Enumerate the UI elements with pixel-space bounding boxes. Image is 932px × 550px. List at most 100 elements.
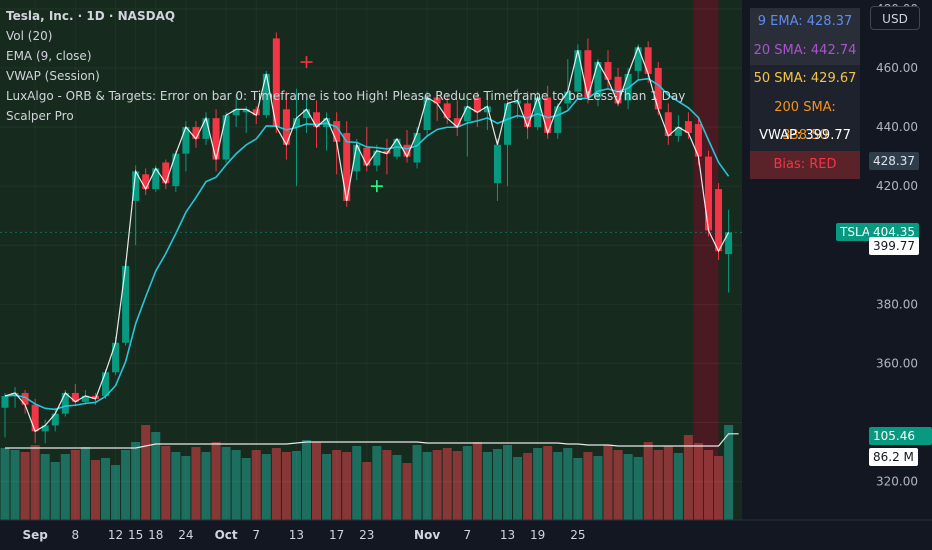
volume-bar: [633, 457, 643, 520]
legend-scalper-pro[interactable]: Scalper Pro: [6, 109, 74, 123]
volume-bar: [221, 447, 231, 520]
candle-body: [393, 138, 401, 157]
volume-bar: [211, 442, 221, 520]
candle-body: [182, 127, 190, 154]
x-tick-label: 13: [500, 528, 515, 542]
row-vwap: VWAP: 399.77: [750, 122, 860, 151]
volume-bar: [362, 462, 372, 520]
volume-bar: [141, 425, 151, 520]
candle-body: [433, 97, 441, 104]
candle-body: [654, 67, 662, 110]
volume-bar: [0, 448, 10, 520]
y-tick-label: 320.00: [876, 475, 918, 489]
candle-body: [705, 156, 712, 231]
candle-body: [544, 97, 552, 133]
candle-body: [373, 150, 381, 166]
volume-bar: [271, 448, 281, 520]
candle-body: [71, 392, 79, 402]
candle-body: [333, 121, 341, 142]
x-tick-label: 17: [329, 528, 344, 542]
x-tick-label: 23: [359, 528, 374, 542]
x-tick-label: 25: [570, 528, 585, 542]
candle-body: [443, 103, 451, 119]
row-bias: Bias: RED: [750, 150, 860, 179]
legend-volume[interactable]: Vol (20): [6, 29, 53, 43]
volume-bar: [703, 450, 714, 520]
legend-ema[interactable]: EMA (9, close): [6, 49, 92, 63]
volume-bar: [312, 442, 322, 520]
candle-body: [644, 47, 652, 74]
candle-body: [132, 171, 140, 201]
ema-price-tag: 428.37: [869, 152, 919, 171]
legend-vwap[interactable]: VWAP (Session): [6, 69, 100, 83]
price-axis: 320.00360.00380.00420.00440.00460.00480.…: [876, 2, 918, 489]
indicator-lines: [0, 45, 742, 433]
candle-body: [534, 97, 542, 128]
y-tick-label: 440.00: [876, 120, 918, 134]
candle-body: [483, 106, 491, 113]
candle-body: [272, 38, 280, 128]
x-tick-label: 18: [148, 528, 163, 542]
candle-body: [11, 392, 19, 396]
x-tick-label: 7: [463, 528, 471, 542]
volume-bar: [50, 462, 60, 520]
volume-tag: 105.46 M: [869, 427, 932, 461]
candle-body: [282, 109, 290, 145]
volume-bar: [543, 446, 553, 520]
x-tick-label: 24: [178, 528, 193, 542]
y-tick-label: 420.00: [876, 179, 918, 193]
volume-bar: [111, 465, 121, 520]
candle-body: [684, 121, 692, 133]
x-tick-label: Nov: [414, 528, 440, 542]
volume-bar: [131, 442, 141, 520]
candle-body: [192, 127, 200, 139]
volume-bar: [301, 440, 312, 520]
volume-bar: [241, 458, 251, 520]
row-50sma: 50 SMA: 429.67: [750, 65, 860, 94]
symbol-title[interactable]: Tesla, Inc. · 1D · NASDAQ: [6, 9, 176, 23]
time-axis-panel[interactable]: [0, 520, 932, 550]
legend-luxalgo[interactable]: LuxAlgo - ORB & Targets: Error on bar 0:…: [6, 89, 686, 103]
candle-body: [403, 144, 411, 157]
x-tick-label: 19: [530, 528, 545, 542]
volume-bar: [261, 454, 271, 520]
candle-body: [493, 144, 501, 184]
volume-bar: [593, 456, 603, 520]
candle-body: [413, 132, 421, 163]
volume-bar: [30, 445, 40, 520]
candle-body: [614, 76, 622, 104]
volume-bar: [523, 453, 533, 520]
volume-bar: [161, 446, 171, 520]
volume-bar: [151, 432, 161, 520]
grid: [0, 8, 742, 483]
candle-body: [81, 395, 89, 402]
currency-button[interactable]: USD: [870, 6, 920, 30]
volume-bar: [613, 450, 623, 520]
volume-bar: [412, 445, 422, 520]
candle-body: [162, 162, 170, 184]
volume-bar: [352, 446, 362, 520]
candle-body: [152, 168, 160, 190]
candle-body: [102, 372, 109, 396]
ema-line: [4, 77, 730, 411]
volume-bar: [70, 450, 80, 520]
volume-bar: [60, 454, 70, 520]
candle-body: [725, 232, 733, 255]
candle-body: [715, 189, 723, 252]
candle-body: [1, 395, 9, 408]
candle-body: [303, 109, 310, 119]
candle-body: [51, 413, 59, 426]
y-tick-label: 380.00: [876, 297, 918, 311]
close-line: [4, 45, 730, 433]
volume-bar: [322, 454, 332, 520]
candle-body: [564, 91, 572, 104]
volume-bar: [583, 452, 593, 520]
volume-bar: [693, 443, 703, 520]
volume-bar: [100, 458, 111, 520]
candle-body: [594, 62, 602, 98]
volume-bar: [40, 454, 50, 520]
volume-bar: [714, 456, 724, 520]
row-200sma: 200 SMA: 338.50: [750, 93, 860, 143]
candle-body: [61, 392, 69, 414]
